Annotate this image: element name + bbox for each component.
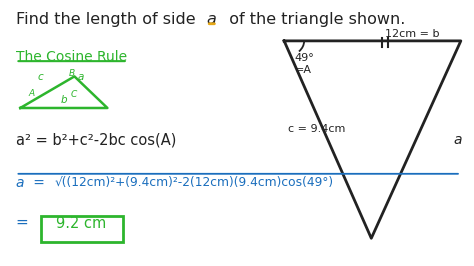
Text: 12cm = b: 12cm = b xyxy=(385,29,440,39)
Text: c = 9.4cm: c = 9.4cm xyxy=(288,124,345,134)
Text: =A: =A xyxy=(294,65,311,74)
Text: A: A xyxy=(29,89,35,98)
Text: B: B xyxy=(68,69,74,78)
Text: The Cosine Rule: The Cosine Rule xyxy=(16,50,127,64)
Text: of the triangle shown.: of the triangle shown. xyxy=(219,12,405,27)
Text: 49°: 49° xyxy=(294,53,314,63)
Text: =: = xyxy=(16,215,28,230)
Text: a: a xyxy=(77,72,84,82)
Text: b: b xyxy=(60,95,67,105)
Text: 9.2 cm: 9.2 cm xyxy=(56,216,107,231)
FancyBboxPatch shape xyxy=(40,216,123,242)
Text: a  =: a = xyxy=(16,176,45,190)
Text: a² = b²+c²-2bc cos(A): a² = b²+c²-2bc cos(A) xyxy=(16,133,176,148)
Text: c: c xyxy=(37,72,43,82)
Text: √((12cm)²+(9.4cm)²-2(12cm)(9.4cm)cos(49°): √((12cm)²+(9.4cm)²-2(12cm)(9.4cm)cos(49°… xyxy=(54,176,333,189)
Text: Find the length of side: Find the length of side xyxy=(16,12,201,27)
Text: C: C xyxy=(71,90,77,99)
Text: a: a xyxy=(206,12,216,27)
Text: a: a xyxy=(454,133,462,147)
